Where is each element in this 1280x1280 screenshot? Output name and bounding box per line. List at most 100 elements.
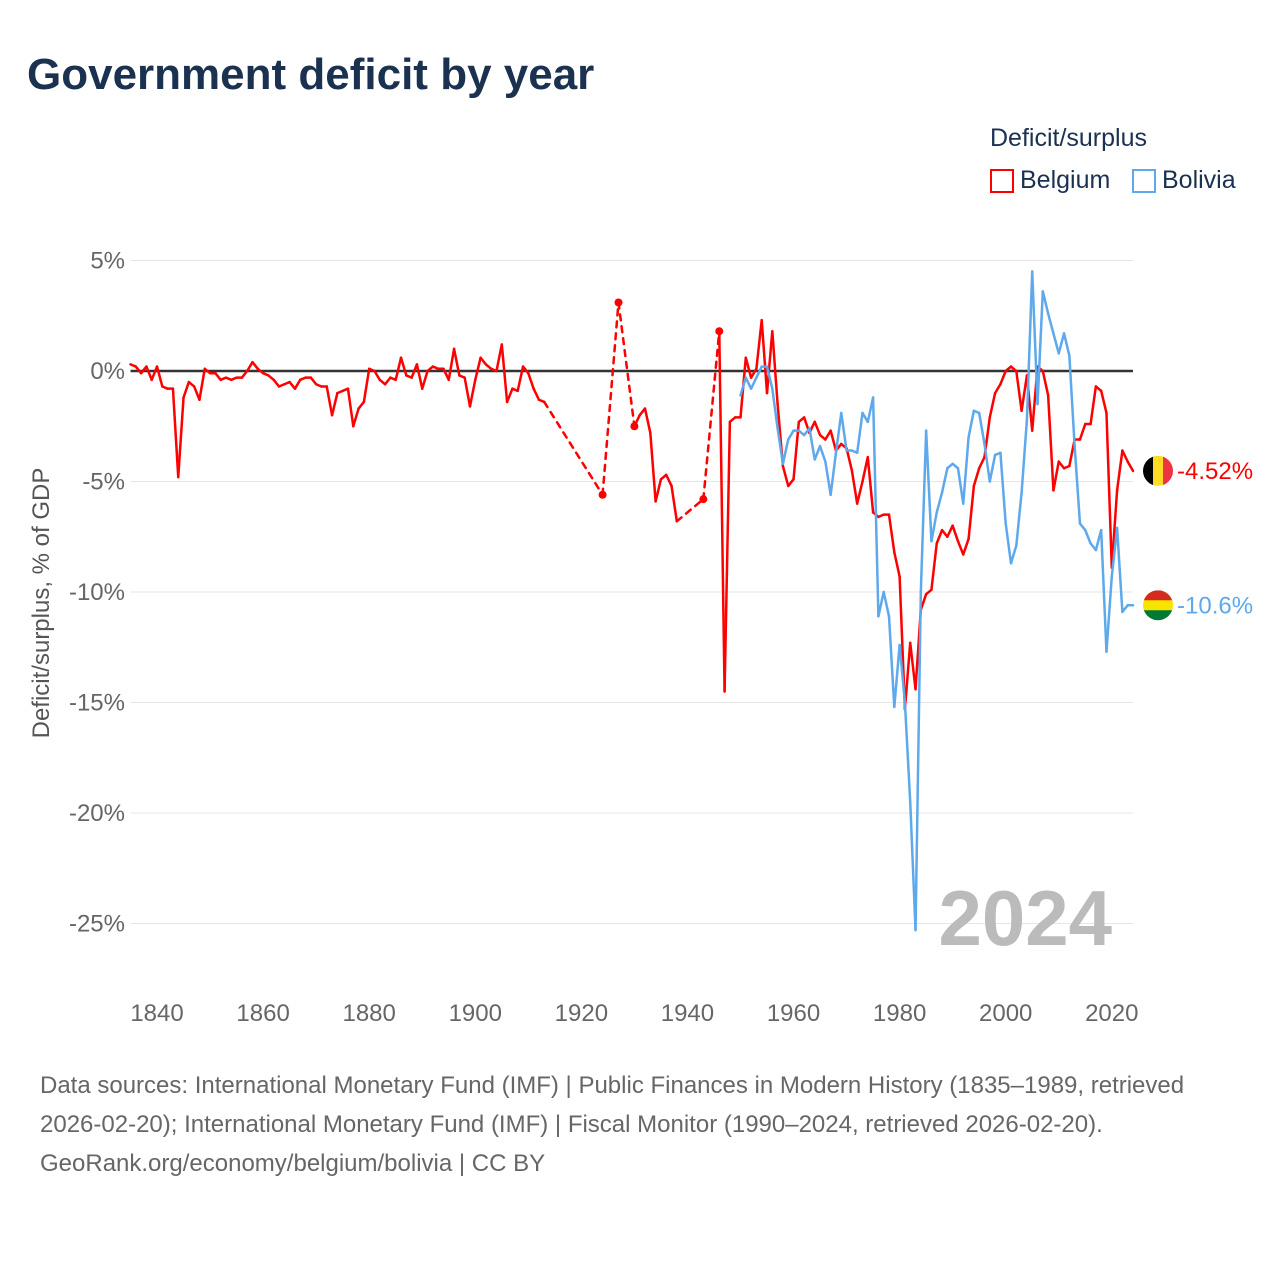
- series-segment-bolivia: [898, 643, 907, 704]
- series-gap-segment-belgium: [702, 329, 721, 501]
- series-segment-belgium: [893, 550, 901, 578]
- series-segment-bolivia: [893, 643, 901, 709]
- series-segment-bolivia: [855, 411, 864, 455]
- flag-bolivia-icon: [1143, 590, 1173, 621]
- series-segment-bolivia: [829, 451, 838, 497]
- series-segment-belgium: [649, 431, 657, 503]
- series-segment-belgium: [346, 387, 355, 428]
- series-segment-belgium: [1089, 385, 1098, 426]
- series-segment-belgium: [1020, 374, 1029, 413]
- series-segment-belgium: [134, 365, 143, 375]
- series-segment-bolivia: [977, 411, 986, 446]
- x-tick-label: 1920: [555, 1000, 608, 1027]
- series-segment-belgium: [500, 343, 509, 404]
- series-segment-bolivia: [924, 429, 933, 543]
- series-segment-belgium: [643, 407, 652, 435]
- y-tick-label: 5%: [90, 248, 125, 275]
- series-segment-belgium: [664, 473, 673, 488]
- series-segment-bolivia: [1110, 526, 1119, 578]
- series-segment-belgium: [962, 537, 970, 556]
- series-segment-belgium: [383, 376, 392, 386]
- series-segment-belgium: [845, 447, 854, 472]
- series-segment-bolivia: [1084, 528, 1092, 545]
- series-gap-segment-belgium: [542, 400, 604, 497]
- series-segment-bolivia: [887, 615, 896, 709]
- series-segment-bolivia: [930, 511, 938, 543]
- y-tick-label: -10%: [69, 579, 125, 606]
- y-tick-label: -15%: [69, 690, 125, 717]
- series-segment-bolivia: [755, 365, 763, 379]
- legend-swatch-bolivia: [1132, 168, 1156, 193]
- series-segment-bolivia: [1009, 544, 1018, 565]
- series-segment-bolivia: [1099, 528, 1108, 653]
- series-segment-belgium: [362, 367, 371, 404]
- series-segment-belgium: [908, 641, 917, 691]
- series-segment-bolivia: [771, 387, 779, 430]
- series-segment-bolivia: [765, 365, 774, 390]
- series-segment-bolivia: [999, 451, 1007, 525]
- series-segment-belgium: [145, 365, 153, 382]
- series-segment-bolivia: [1015, 491, 1023, 547]
- series-segment-belgium: [1121, 449, 1129, 463]
- series-segment-belgium: [977, 455, 986, 470]
- series-segment-belgium: [765, 329, 774, 395]
- series-segment-bolivia: [1068, 354, 1076, 448]
- series-gap-segment-belgium: [675, 497, 705, 523]
- series-segment-bolivia: [871, 396, 880, 618]
- series-segment-bolivia: [1020, 418, 1029, 494]
- series-segment-belgium: [155, 365, 164, 388]
- series-segment-bolivia: [739, 376, 748, 397]
- series-segment-belgium: [972, 466, 981, 488]
- series-segment-belgium: [1057, 460, 1066, 470]
- series-segment-belgium: [760, 318, 769, 395]
- series-segment-belgium: [1078, 422, 1087, 441]
- footer: Data sources: International Monetary Fun…: [40, 1066, 1240, 1183]
- legend-item-bolivia[interactable]: Bolivia: [1132, 166, 1236, 195]
- series-segment-belgium: [946, 524, 954, 538]
- series-segment-belgium: [1041, 369, 1050, 397]
- series-segment-bolivia: [1057, 332, 1066, 355]
- series-segment-belgium: [293, 378, 302, 390]
- series-segment-bolivia: [935, 491, 944, 514]
- y-tick-label: -5%: [82, 469, 125, 496]
- series-segment-bolivia: [1004, 522, 1013, 565]
- series-segment-bolivia: [1121, 604, 1129, 614]
- legend-item-belgium[interactable]: Belgium: [990, 166, 1110, 195]
- series-segment-belgium: [999, 369, 1007, 386]
- series-segment-belgium: [1105, 411, 1114, 569]
- series-segment-belgium: [452, 347, 461, 377]
- series-segment-belgium: [479, 356, 488, 366]
- series-segment-bolivia: [1046, 312, 1055, 335]
- year-watermark: 2024: [938, 874, 1112, 962]
- series-segment-bolivia: [781, 438, 790, 466]
- series-segment-belgium: [951, 524, 960, 543]
- series-segment-bolivia: [956, 466, 965, 505]
- series-segment-belgium: [723, 420, 732, 693]
- x-tick-label: 2000: [979, 1000, 1032, 1027]
- legend-label: Bolivia: [1162, 166, 1236, 194]
- series-segment-belgium: [786, 478, 795, 488]
- series-segment-belgium: [150, 365, 159, 382]
- series-segment-belgium: [1052, 460, 1060, 492]
- series-segment-belgium: [182, 380, 191, 399]
- series-segment-bolivia: [877, 590, 885, 618]
- series-segment-bolivia: [903, 701, 912, 804]
- series-segment-bolivia: [962, 436, 970, 505]
- series-segment-belgium: [1099, 389, 1108, 415]
- series-segment-bolivia: [824, 460, 832, 497]
- series-segment-belgium: [505, 387, 514, 404]
- series-segment-bolivia: [983, 442, 992, 483]
- x-tick-label: 1940: [661, 1000, 714, 1027]
- legend-label: Belgium: [1020, 166, 1111, 194]
- credit-link[interactable]: GeoRank.org/economy/belgium/bolivia | CC…: [40, 1150, 546, 1177]
- series-segment-belgium: [993, 383, 1002, 395]
- series-segment-belgium: [940, 528, 949, 538]
- series-segment-belgium: [251, 360, 260, 371]
- series-segment-bolivia: [1062, 332, 1071, 357]
- series-segment-belgium: [781, 464, 790, 488]
- series-segment-belgium: [744, 356, 753, 379]
- series-segment-belgium: [749, 367, 758, 379]
- data-point-belgium: [715, 327, 724, 336]
- series-segment-belgium: [521, 365, 530, 375]
- series-segment-belgium: [718, 329, 726, 693]
